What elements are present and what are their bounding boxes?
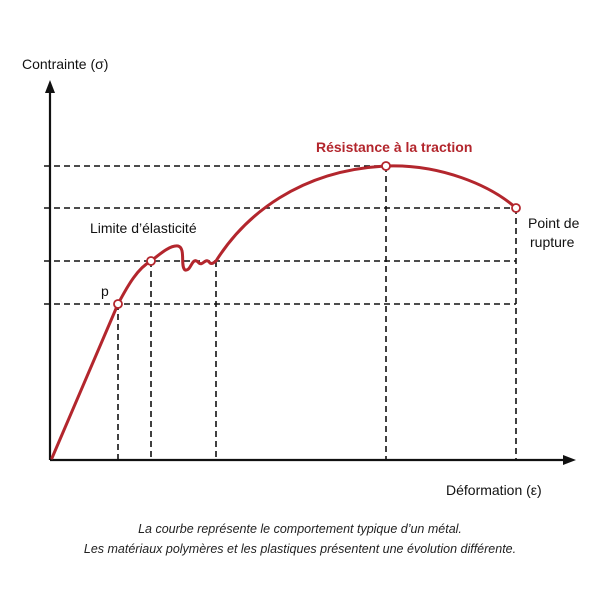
elastic-limit-marker	[146, 256, 156, 266]
caption-line-2: Les matériaux polymères et les plastique…	[83, 542, 517, 556]
tensile-strength-marker	[381, 161, 391, 171]
rupture-point-marker	[511, 203, 521, 213]
rupture-label-line2: rupture	[530, 234, 575, 250]
stress-strain-curve	[50, 164, 518, 460]
rupture-label-line1: Point de	[528, 215, 580, 231]
proportional-limit-marker	[113, 299, 123, 309]
proportional-limit-label: p	[101, 283, 109, 299]
y-axis-label: Contrainte (σ)	[22, 56, 108, 72]
y-axis-arrow	[45, 80, 55, 93]
tensile-strength-label: Résistance à la traction	[316, 139, 472, 155]
x-axis-label: Déformation (ε)	[446, 482, 542, 498]
x-axis-arrow	[563, 455, 576, 465]
elastic-limit-label: Limite d’élasticité	[90, 220, 197, 236]
caption-line-1: La courbe représente le comportement typ…	[138, 522, 462, 536]
